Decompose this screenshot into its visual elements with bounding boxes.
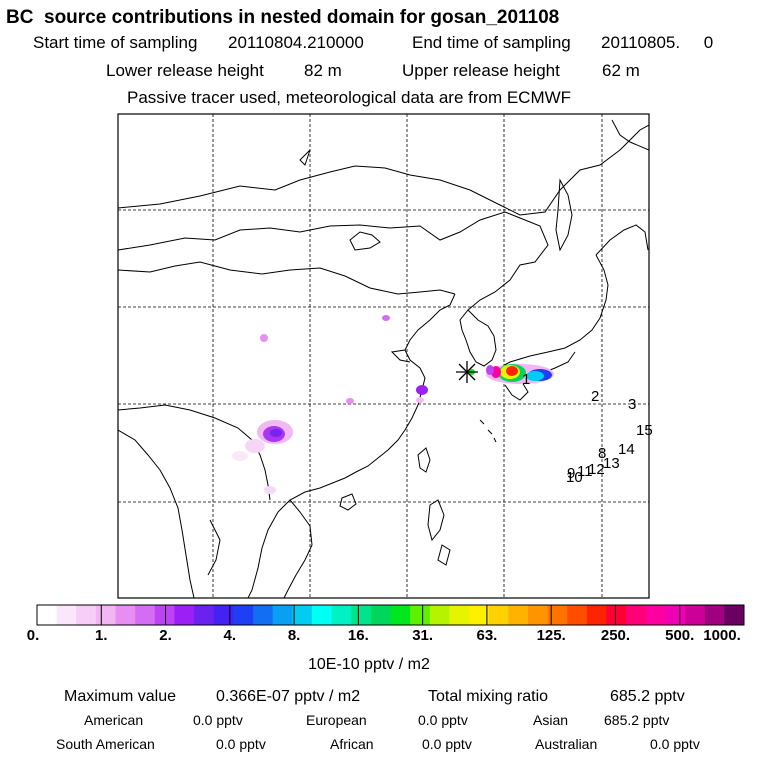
colorbar-swatch xyxy=(174,605,195,625)
colorbar-swatch xyxy=(567,605,588,625)
colorbar-swatch xyxy=(331,605,352,625)
colorbar-swatch xyxy=(311,605,333,625)
traj-label-3: 3 xyxy=(628,396,636,413)
colorbar-frame xyxy=(36,604,745,626)
colorbar-swatch xyxy=(253,605,274,625)
colorbar-swatch xyxy=(351,605,372,625)
colorbar-tick-label: 250. xyxy=(600,627,631,644)
colorbar-swatch xyxy=(37,605,58,625)
region-european-value: 0.0 pptv xyxy=(418,712,468,728)
colorbar-swatch xyxy=(95,605,117,625)
colorbar-swatch xyxy=(469,605,490,625)
colorbar-tick-label: 31. xyxy=(412,627,434,644)
region-african-name: African xyxy=(330,736,374,752)
traj-label-2: 2 xyxy=(591,388,599,405)
colorbar-swatch xyxy=(390,605,411,625)
lower-height-value: 82 m xyxy=(304,61,342,80)
region-american-name: American xyxy=(84,712,144,728)
colorbar-unit: 10E-10 pptv / m2 xyxy=(308,656,430,673)
max-value-label: Maximum value xyxy=(64,688,177,705)
colorbar-swatch xyxy=(292,605,313,625)
trajectory-labels: 1 2 3 15 14 8 13 12 11 10 9 xyxy=(522,371,653,486)
colorbar-tick-label: 1. xyxy=(95,627,108,644)
colorbar-swatch xyxy=(626,605,647,625)
region-southamerican-value: 0.0 pptv xyxy=(216,736,266,752)
colorbar-tick-label: 4. xyxy=(223,627,237,644)
traj-label-8: 8 xyxy=(598,445,606,462)
traj-label-1: 1 xyxy=(522,371,530,388)
traj-label-12: 12 xyxy=(588,461,605,478)
footprint-layer xyxy=(232,315,554,494)
colorbar-swatch xyxy=(135,605,156,625)
graticule xyxy=(118,114,649,598)
region-american-value: 0.0 pptv xyxy=(193,712,243,728)
plot-title: BC source contributions in nested domain… xyxy=(6,7,560,28)
colorbar-swatch xyxy=(724,605,745,625)
traj-label-11: 11 xyxy=(577,463,593,480)
traj-label-9: 9 xyxy=(567,465,575,482)
colorbar-swatch xyxy=(704,605,725,625)
colorbar-swatch xyxy=(665,605,686,625)
start-time-value: 20110804.210000 xyxy=(228,33,364,52)
colorbar-tick-label: 1000. xyxy=(703,627,741,644)
map-frame xyxy=(117,113,650,599)
colorbar-swatch xyxy=(645,605,666,625)
region-australian-name: Australian xyxy=(535,736,598,752)
colorbar-swatch xyxy=(586,605,608,625)
region-southamerican-name: South American xyxy=(56,736,155,752)
colorbar-swatch xyxy=(272,605,293,625)
upper-height-value: 62 m xyxy=(602,61,640,80)
colorbar-swatch xyxy=(370,605,391,625)
colorbar-swatch xyxy=(508,605,529,625)
colorbar-swatch xyxy=(213,605,234,625)
colorbar-swatch xyxy=(488,605,509,625)
colorbar-swatch xyxy=(429,605,450,625)
total-mixing-value: 685.2 pptv xyxy=(610,688,685,705)
colorbar-swatch xyxy=(685,605,706,625)
colorbar-swatch xyxy=(76,605,97,625)
colorbar-tick-label: 2. xyxy=(159,627,172,644)
coastline-layer xyxy=(118,119,649,598)
traj-label-14: 14 xyxy=(618,441,635,458)
colorbar-tick-label: 8. xyxy=(287,627,301,644)
end-time-label: End time of sampling xyxy=(412,33,571,52)
colorbar-swatch xyxy=(233,605,254,625)
region-australian-value: 0.0 pptv xyxy=(650,736,700,752)
start-time-label: Start time of sampling xyxy=(33,33,198,52)
end-time-value: 20110805. 0 xyxy=(601,33,714,52)
colorbar-swatch xyxy=(56,605,77,625)
region-asian-value: 685.2 pptv xyxy=(604,712,670,728)
colorbar-swatch xyxy=(606,605,627,625)
colorbar-swatch xyxy=(194,605,215,625)
tracer-note: Passive tracer used, meteorological data… xyxy=(127,88,572,107)
region-african-value: 0.0 pptv xyxy=(422,736,472,752)
colorbar-tick-label: 125. xyxy=(536,627,566,644)
region-european-name: European xyxy=(306,712,367,728)
colorbar-swatch xyxy=(547,605,568,625)
colorbar-swatch xyxy=(154,605,175,625)
region-asian-name: Asian xyxy=(533,712,569,728)
lower-height-label: Lower release height xyxy=(106,61,264,80)
colorbar-tick-label: 16. xyxy=(347,627,369,644)
traj-label-10: 10 xyxy=(566,469,583,486)
traj-label-13: 13 xyxy=(603,455,620,472)
colorbar-swatch xyxy=(410,605,431,625)
colorbar-tick-label: 500. xyxy=(665,627,695,644)
colorbar-swatch xyxy=(449,605,470,625)
total-mixing-label: Total mixing ratio xyxy=(428,688,549,705)
upper-height-label: Upper release height xyxy=(402,61,560,80)
colorbar-swatch xyxy=(527,605,549,625)
colorbar-tick-label: 0. xyxy=(26,627,40,644)
traj-label-15: 15 xyxy=(636,422,653,439)
receptor-star-icon xyxy=(456,361,478,383)
colorbar-tick-label: 63. xyxy=(476,627,498,644)
colorbar xyxy=(36,604,745,626)
colorbar-swatch xyxy=(115,605,136,625)
max-value: 0.366E-07 pptv / m2 xyxy=(216,688,361,705)
